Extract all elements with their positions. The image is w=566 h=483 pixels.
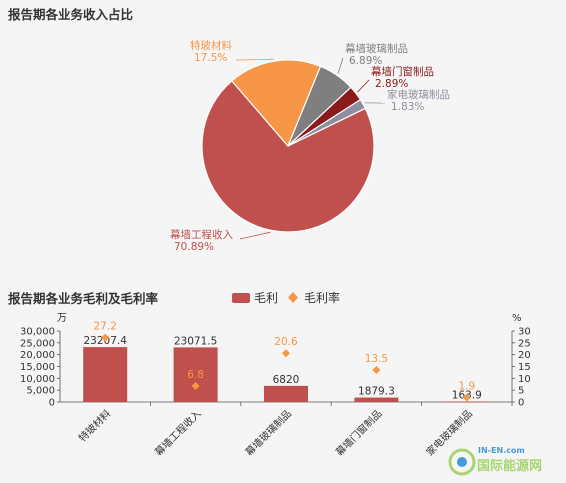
bar-title: 报告期各业务毛利及毛利率	[8, 291, 159, 306]
right-tick-label: 20	[518, 350, 531, 361]
pie-title: 报告期各业务收入占比	[8, 7, 134, 22]
pie-slice-percent: 1.83%	[391, 101, 424, 113]
bar-value-label: 6820	[273, 374, 300, 386]
right-tick-label: 0	[518, 398, 524, 409]
pie-leader-line	[337, 57, 344, 74]
watermark-logo-icon	[448, 448, 476, 476]
rate-point	[462, 393, 471, 402]
bar	[83, 347, 128, 402]
left-tick-label: 0	[49, 398, 55, 409]
right-tick-label: 30	[518, 327, 531, 338]
bar-value-label: 23071.5	[174, 335, 217, 347]
rate-value-label: 20.6	[274, 336, 298, 348]
legend-point-swatch	[288, 292, 298, 303]
bar	[264, 385, 308, 402]
watermark-small: IN-EN.com	[478, 446, 525, 455]
category-label: 幕墙门窗制品	[333, 407, 385, 459]
pie-slice-percent: 6.89%	[349, 55, 382, 67]
pie-leader-line	[357, 79, 370, 93]
pie-slice-percent: 17.5%	[194, 52, 227, 64]
pie-slice-percent: 70.89%	[174, 241, 214, 253]
left-tick-label: 20,000	[20, 350, 55, 361]
rate-point	[282, 349, 290, 358]
pie-slice-label: 幕墙玻璃制品	[345, 42, 408, 55]
pie-slice-label: 家电玻璃制品	[387, 88, 450, 101]
watermark: IN-EN.com 国际能源网	[448, 446, 542, 476]
watermark-logo-dot-icon	[457, 457, 467, 467]
right-tick-label: 15	[518, 362, 531, 373]
left-tick-label: 10,000	[20, 374, 55, 385]
watermark-big: 国际能源网	[477, 458, 542, 474]
category-label: 幕墙玻璃制品	[243, 407, 295, 459]
category-label: 特玻材料	[76, 407, 113, 444]
bar	[173, 347, 218, 402]
pie-slice	[201, 80, 375, 233]
rate-point	[372, 366, 381, 375]
rate-value-label: 27.2	[94, 321, 117, 333]
pie-slice-label: 特玻材料	[190, 39, 232, 52]
right-axis-unit: %	[512, 313, 522, 324]
legend-point-label: 毛利率	[304, 290, 340, 305]
rate-value-label: 13.5	[365, 353, 388, 365]
pie-slice-percent: 2.89%	[375, 78, 408, 90]
rate-point	[191, 381, 200, 390]
category-label: 幕墙工程收入	[152, 407, 204, 459]
right-tick-label: 5	[518, 386, 524, 397]
left-axis-unit: 万	[57, 313, 67, 324]
left-tick-label: 5,000	[26, 386, 55, 397]
left-tick-label: 15,000	[20, 362, 55, 373]
left-tick-label: 25,000	[20, 338, 55, 349]
right-tick-label: 10	[518, 374, 531, 385]
rate-point	[101, 333, 110, 342]
legend-bar-label: 毛利	[254, 291, 278, 305]
bar-value-label: 1879.3	[358, 386, 395, 398]
rate-value-label: 6.8	[187, 369, 204, 381]
bar	[444, 401, 489, 403]
right-tick-label: 25	[518, 338, 531, 349]
pie-leader-line	[235, 58, 274, 61]
rate-value-label: 1.9	[458, 381, 475, 393]
left-tick-label: 30,000	[20, 327, 55, 338]
pie-chart	[201, 59, 375, 233]
pie-leader-line	[239, 231, 271, 240]
legend-bar-swatch	[232, 293, 250, 303]
pie-slice	[287, 98, 367, 147]
bar	[354, 397, 399, 402]
bar-chart: 05,00010,00015,00020,00025,00030,0000510…	[20, 321, 531, 459]
pie-slice	[230, 59, 322, 148]
pie-slice-label: 幕墙工程收入	[170, 228, 233, 241]
pie-slice-label: 幕墙门窗制品	[371, 65, 434, 78]
